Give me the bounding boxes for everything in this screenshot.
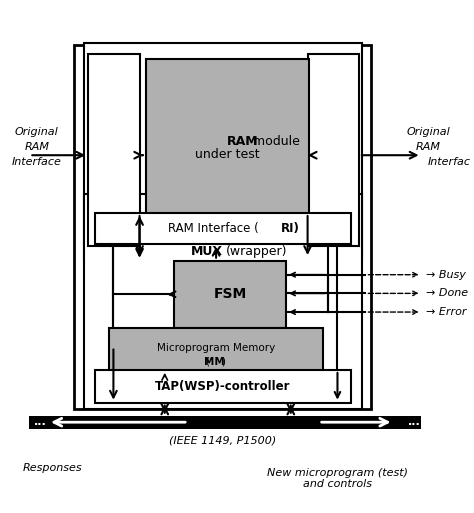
- Bar: [95, 370, 351, 403]
- Text: ): ): [221, 357, 225, 366]
- Text: RI): RI): [282, 223, 300, 235]
- Bar: [174, 261, 286, 328]
- Text: Microprogram Memory: Microprogram Memory: [157, 344, 275, 353]
- Text: (wrapper): (wrapper): [226, 245, 287, 258]
- Bar: [29, 416, 421, 429]
- Text: → Error: → Error: [426, 307, 466, 317]
- Text: Responses: Responses: [23, 463, 82, 473]
- Text: module: module: [249, 135, 300, 148]
- Bar: [308, 54, 359, 246]
- Text: RAM Interface (: RAM Interface (: [168, 223, 259, 235]
- Text: MUX: MUX: [191, 245, 223, 258]
- Bar: [109, 328, 323, 379]
- Bar: [83, 43, 362, 258]
- Text: MM: MM: [204, 357, 225, 366]
- Text: TAP(WSP)-controller: TAP(WSP)-controller: [155, 380, 291, 393]
- Bar: [88, 54, 139, 246]
- Text: FSM: FSM: [213, 287, 247, 301]
- Text: ...: ...: [408, 417, 420, 427]
- Text: under test: under test: [195, 148, 260, 161]
- Text: RAM: RAM: [228, 135, 259, 148]
- Text: New microprogram (test): New microprogram (test): [267, 468, 408, 478]
- Text: Original: Original: [406, 127, 450, 137]
- Text: → Done: → Done: [426, 288, 468, 299]
- Bar: [83, 194, 362, 409]
- Text: Original: Original: [15, 127, 59, 137]
- Text: (IEEE 1149, P1500): (IEEE 1149, P1500): [169, 436, 276, 446]
- Text: → Busy: → Busy: [426, 270, 466, 280]
- Text: RAM: RAM: [24, 142, 49, 152]
- Text: and controls: and controls: [303, 479, 372, 489]
- Text: (: (: [205, 357, 209, 366]
- Text: ...: ...: [34, 417, 47, 427]
- Bar: [146, 59, 310, 230]
- Text: RAM: RAM: [416, 142, 440, 152]
- Bar: [74, 45, 371, 409]
- Bar: [95, 213, 351, 244]
- Text: Interface: Interface: [12, 157, 62, 167]
- Text: Interfac: Interfac: [428, 157, 471, 167]
